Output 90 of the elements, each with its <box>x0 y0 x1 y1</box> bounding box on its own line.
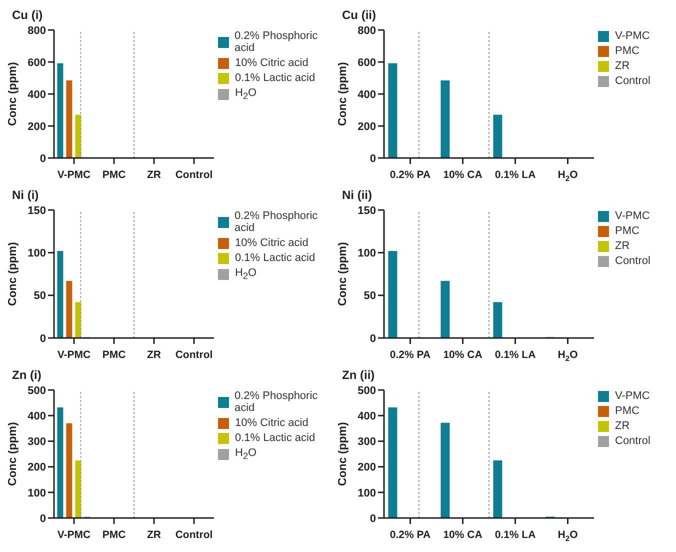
legend-label: 10% Citric acid <box>235 417 308 429</box>
legend-label: 10% Citric acid <box>235 57 308 69</box>
chart-title: Ni (i) <box>11 188 40 204</box>
y-axis-title: Conc (ppm) <box>337 62 350 126</box>
x-tick-label: V-PMC <box>57 529 92 541</box>
legend-label: 0.1% Lactic acid <box>235 432 316 444</box>
x-tick-label: H$_{2}$O <box>558 349 578 363</box>
chart-title: Zn (i) <box>11 368 42 384</box>
legend-label: Control <box>615 75 650 87</box>
x-tick-label: Control <box>175 349 213 361</box>
y-axis-title: Conc (ppm) <box>7 62 20 126</box>
y-tick-label: 400 <box>28 88 46 101</box>
y-tick-label: 100 <box>358 248 376 260</box>
x-tick-label: Control <box>175 529 213 541</box>
legend-label: 0.1% Lactic acid <box>235 252 316 264</box>
y-tick-label: 0 <box>370 332 376 345</box>
y-tick-label: 50 <box>34 290 46 302</box>
legend-label: V-PMC <box>615 210 650 222</box>
y-tick-label: 100 <box>28 248 46 260</box>
legend-label: H$_{2}$O <box>235 447 257 462</box>
x-tick-label: 0.1% LA <box>494 169 536 181</box>
y-tick-label: 0 <box>370 512 376 525</box>
y-tick-label: 50 <box>364 290 376 302</box>
y-tick-label: 100 <box>358 487 376 500</box>
x-tick-label: V-PMC <box>57 349 92 361</box>
legend-label: ZR <box>615 60 630 72</box>
chart-title: Cu (i) <box>11 8 44 24</box>
x-tick-label: H$_{2}$O <box>558 529 578 543</box>
legend-label: PMC <box>615 45 640 57</box>
y-axis-title: Conc (ppm) <box>337 242 350 306</box>
x-tick-label: ZR <box>147 529 162 541</box>
x-tick-label: H$_{2}$O <box>558 169 578 183</box>
legend-label: 0.2% Phosphoric acid <box>234 210 319 234</box>
legend-label: H$_{2}$O <box>235 87 257 102</box>
x-tick-label: 0.2% PA <box>390 529 431 541</box>
legend-label: Control <box>615 255 650 267</box>
y-tick-label: 300 <box>358 436 376 448</box>
y-tick-label: 200 <box>28 462 46 474</box>
y-tick-label: 600 <box>28 56 46 69</box>
y-tick-label: 500 <box>358 384 376 397</box>
y-axis-title: Conc (ppm) <box>7 422 20 486</box>
y-tick-label: 400 <box>358 410 376 423</box>
y-tick-label: 0 <box>40 512 46 525</box>
x-tick-label: Control <box>175 169 213 181</box>
y-tick-label: 150 <box>28 204 46 217</box>
x-tick-label: ZR <box>147 169 162 181</box>
legend-label: ZR <box>615 240 630 252</box>
legend-label: PMC <box>615 225 640 237</box>
legend-label: 10% Citric acid <box>235 237 308 249</box>
x-tick-label: PMC <box>102 169 126 181</box>
x-tick-label: 0.2% PA <box>390 349 431 361</box>
x-tick-label: 0.2% PA <box>390 169 431 181</box>
y-tick-label: 500 <box>28 384 46 397</box>
y-tick-label: 200 <box>358 462 376 474</box>
y-axis-title: Conc (ppm) <box>7 242 20 306</box>
x-tick-label: 10% CA <box>443 169 483 181</box>
legend-label: PMC <box>615 405 640 417</box>
legend-label: 0.1% Lactic acid <box>235 72 316 84</box>
legend-label: 0.2% Phosphoric acid <box>234 390 319 414</box>
chart-title: Zn (ii) <box>341 368 376 384</box>
chart-title: Cu (ii) <box>341 8 377 24</box>
y-tick-label: 300 <box>28 436 46 448</box>
y-tick-label: 600 <box>358 56 376 69</box>
y-tick-label: 100 <box>28 487 46 500</box>
y-tick-label: 200 <box>28 120 46 133</box>
x-tick-label: 10% CA <box>443 349 483 361</box>
x-tick-label: PMC <box>102 529 126 541</box>
y-tick-label: 0 <box>370 152 376 165</box>
x-tick-label: V-PMC <box>57 169 92 181</box>
y-tick-label: 0 <box>40 152 46 165</box>
y-tick-label: 400 <box>358 88 376 101</box>
y-tick-label: 0 <box>40 332 46 345</box>
legend-label: ZR <box>615 420 630 432</box>
x-tick-label: ZR <box>147 349 162 361</box>
y-axis-title: Conc (ppm) <box>337 422 350 486</box>
legend-label: V-PMC <box>615 30 650 42</box>
legend-label: Control <box>615 435 650 447</box>
chart-title: Ni (ii) <box>341 188 373 204</box>
x-tick-label: PMC <box>102 349 126 361</box>
legend-label: V-PMC <box>615 390 650 402</box>
y-tick-label: 800 <box>358 24 376 37</box>
y-tick-label: 800 <box>28 24 46 37</box>
x-tick-label: 10% CA <box>443 529 483 541</box>
x-tick-label: 0.1% LA <box>494 349 536 361</box>
x-tick-label: 0.1% LA <box>494 529 536 541</box>
legend-label: H$_{2}$O <box>235 267 257 282</box>
y-tick-label: 200 <box>358 120 376 133</box>
y-tick-label: 150 <box>358 204 376 217</box>
legend-label: 0.2% Phosphoric acid <box>234 30 319 54</box>
y-tick-label: 400 <box>28 410 46 423</box>
